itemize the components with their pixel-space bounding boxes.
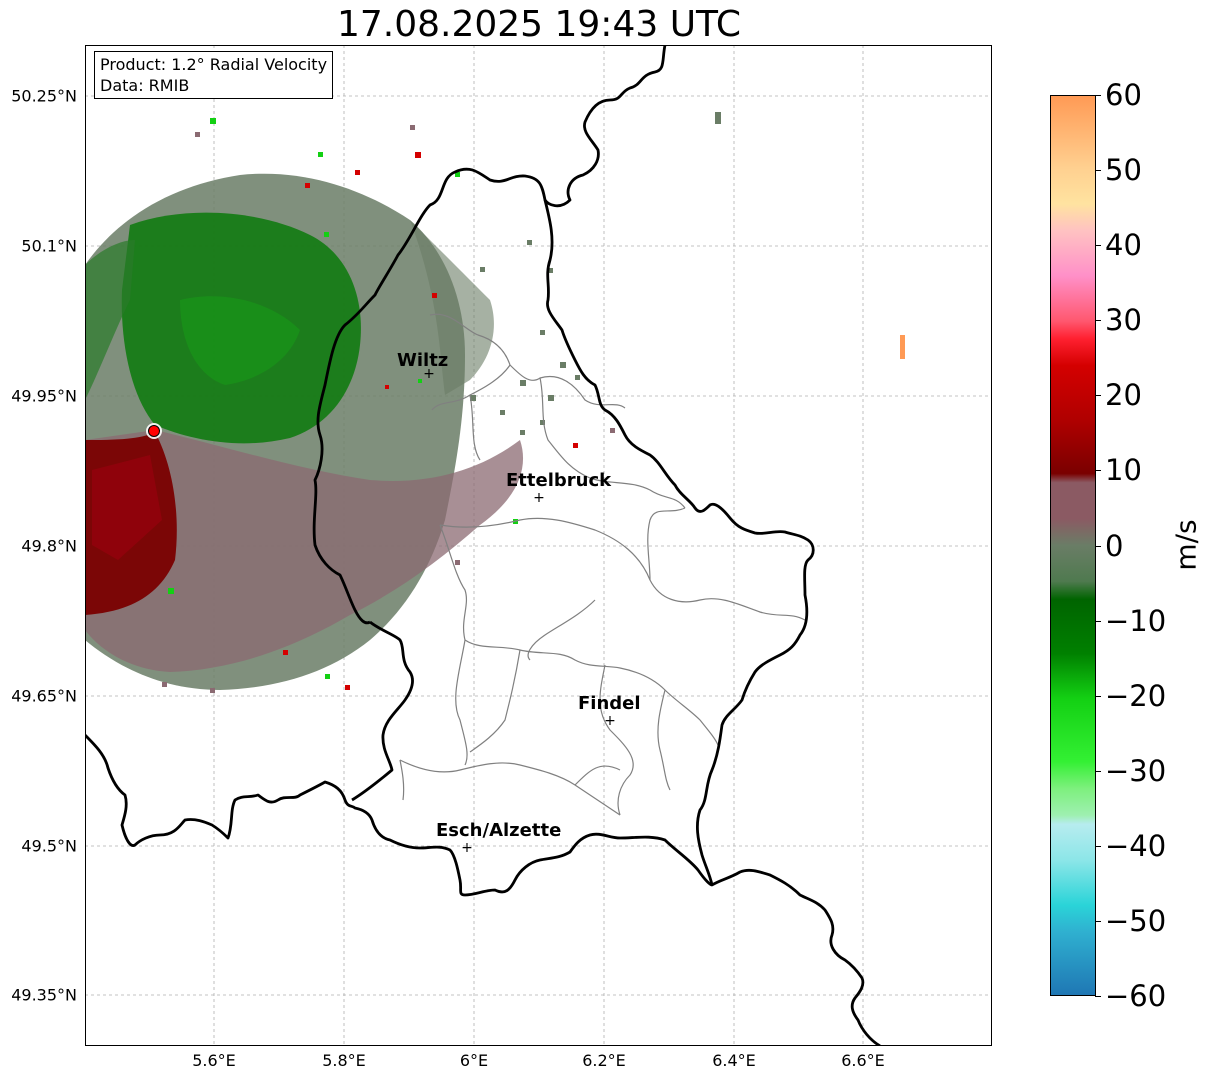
colorbar-tick-label: −50 (1105, 903, 1167, 938)
city-label-esch-alzette: Esch/Alzette (436, 820, 562, 841)
lat-tick-label: 49.65°N (11, 686, 77, 706)
map-canvas: + + + + (85, 45, 992, 1046)
svg-text:+: + (604, 713, 616, 729)
radar-echoes (85, 112, 905, 693)
colorbar-tick-mark (1095, 395, 1101, 397)
colorbar-tick-label: 30 (1105, 303, 1142, 338)
lon-tick-label: 6.2°E (582, 1051, 626, 1070)
svg-text:+: + (423, 366, 435, 382)
colorbar-tick-label: −40 (1105, 828, 1167, 863)
colorbar-tick-mark (1095, 845, 1101, 847)
lat-tick-label: 49.8°N (21, 536, 77, 556)
colorbar-tick-label: −60 (1105, 979, 1167, 1013)
product-label: Product: 1.2° Radial Velocity (100, 55, 328, 74)
colorbar-unit-label: m/s (1169, 519, 1203, 571)
velocity-colorbar (1050, 95, 1096, 996)
colorbar-tick-mark (1095, 95, 1101, 96)
lat-tick-label: 50.25°N (11, 86, 77, 106)
svg-text:+: + (461, 840, 473, 856)
lon-tick-label: 6.6°E (841, 1051, 885, 1070)
lon-tick-label: 6°E (459, 1051, 489, 1070)
colorbar-tick-mark (1095, 620, 1101, 622)
svg-text:+: + (533, 490, 545, 506)
colorbar-tick-mark (1095, 245, 1101, 247)
lat-tick-label: 49.35°N (11, 985, 77, 1005)
radar-site-marker (148, 425, 160, 437)
colorbar-tick-label: −10 (1105, 603, 1167, 638)
lon-tick-label: 5.8°E (322, 1051, 366, 1070)
colorbar-tick-mark (1095, 320, 1101, 322)
colorbar-tick-label: −30 (1105, 753, 1167, 788)
city-markers: + + + + (423, 366, 616, 856)
lon-tick-label: 5.6°E (192, 1051, 236, 1070)
colorbar-tick-mark (1095, 170, 1101, 172)
colorbar-tick-mark (1095, 920, 1101, 922)
colorbar-tick-label: 0 (1105, 528, 1124, 563)
colorbar-tick-label: 20 (1105, 378, 1142, 413)
colorbar-tick-label: 60 (1105, 78, 1142, 112)
colorbar-tick-mark (1095, 695, 1101, 697)
colorbar-tick-label: 10 (1105, 453, 1142, 488)
colorbar-tick-mark (1095, 545, 1101, 547)
map-title: 17.08.2025 19:43 UTC (336, 4, 742, 45)
canton-boundaries (399, 313, 806, 816)
lat-tick-label: 49.95°N (11, 386, 77, 406)
colorbar-tick-label: 50 (1105, 153, 1142, 188)
product-info-box: Product: 1.2° Radial Velocity Data: RMIB (94, 51, 334, 99)
isolated-echo (900, 335, 905, 359)
city-label-findel: Findel (578, 693, 641, 714)
lat-tick-label: 49.5°N (21, 836, 77, 856)
data-source-label: Data: RMIB (100, 76, 190, 95)
colorbar-tick-mark (1095, 470, 1101, 472)
radar-map[interactable]: + + + + (85, 45, 992, 1046)
lon-tick-label: 6.4°E (712, 1051, 756, 1070)
colorbar-tick-mark (1095, 770, 1101, 772)
city-label-ettelbruck: Ettelbruck (506, 470, 612, 491)
country-borders (85, 45, 881, 1046)
colorbar-tick-label: 40 (1105, 228, 1142, 263)
city-label-wiltz: Wiltz (397, 350, 449, 371)
colorbar-tick-label: −20 (1105, 678, 1167, 713)
lat-tick-label: 50.1°N (21, 236, 77, 256)
colorbar-tick-mark (1095, 996, 1101, 997)
